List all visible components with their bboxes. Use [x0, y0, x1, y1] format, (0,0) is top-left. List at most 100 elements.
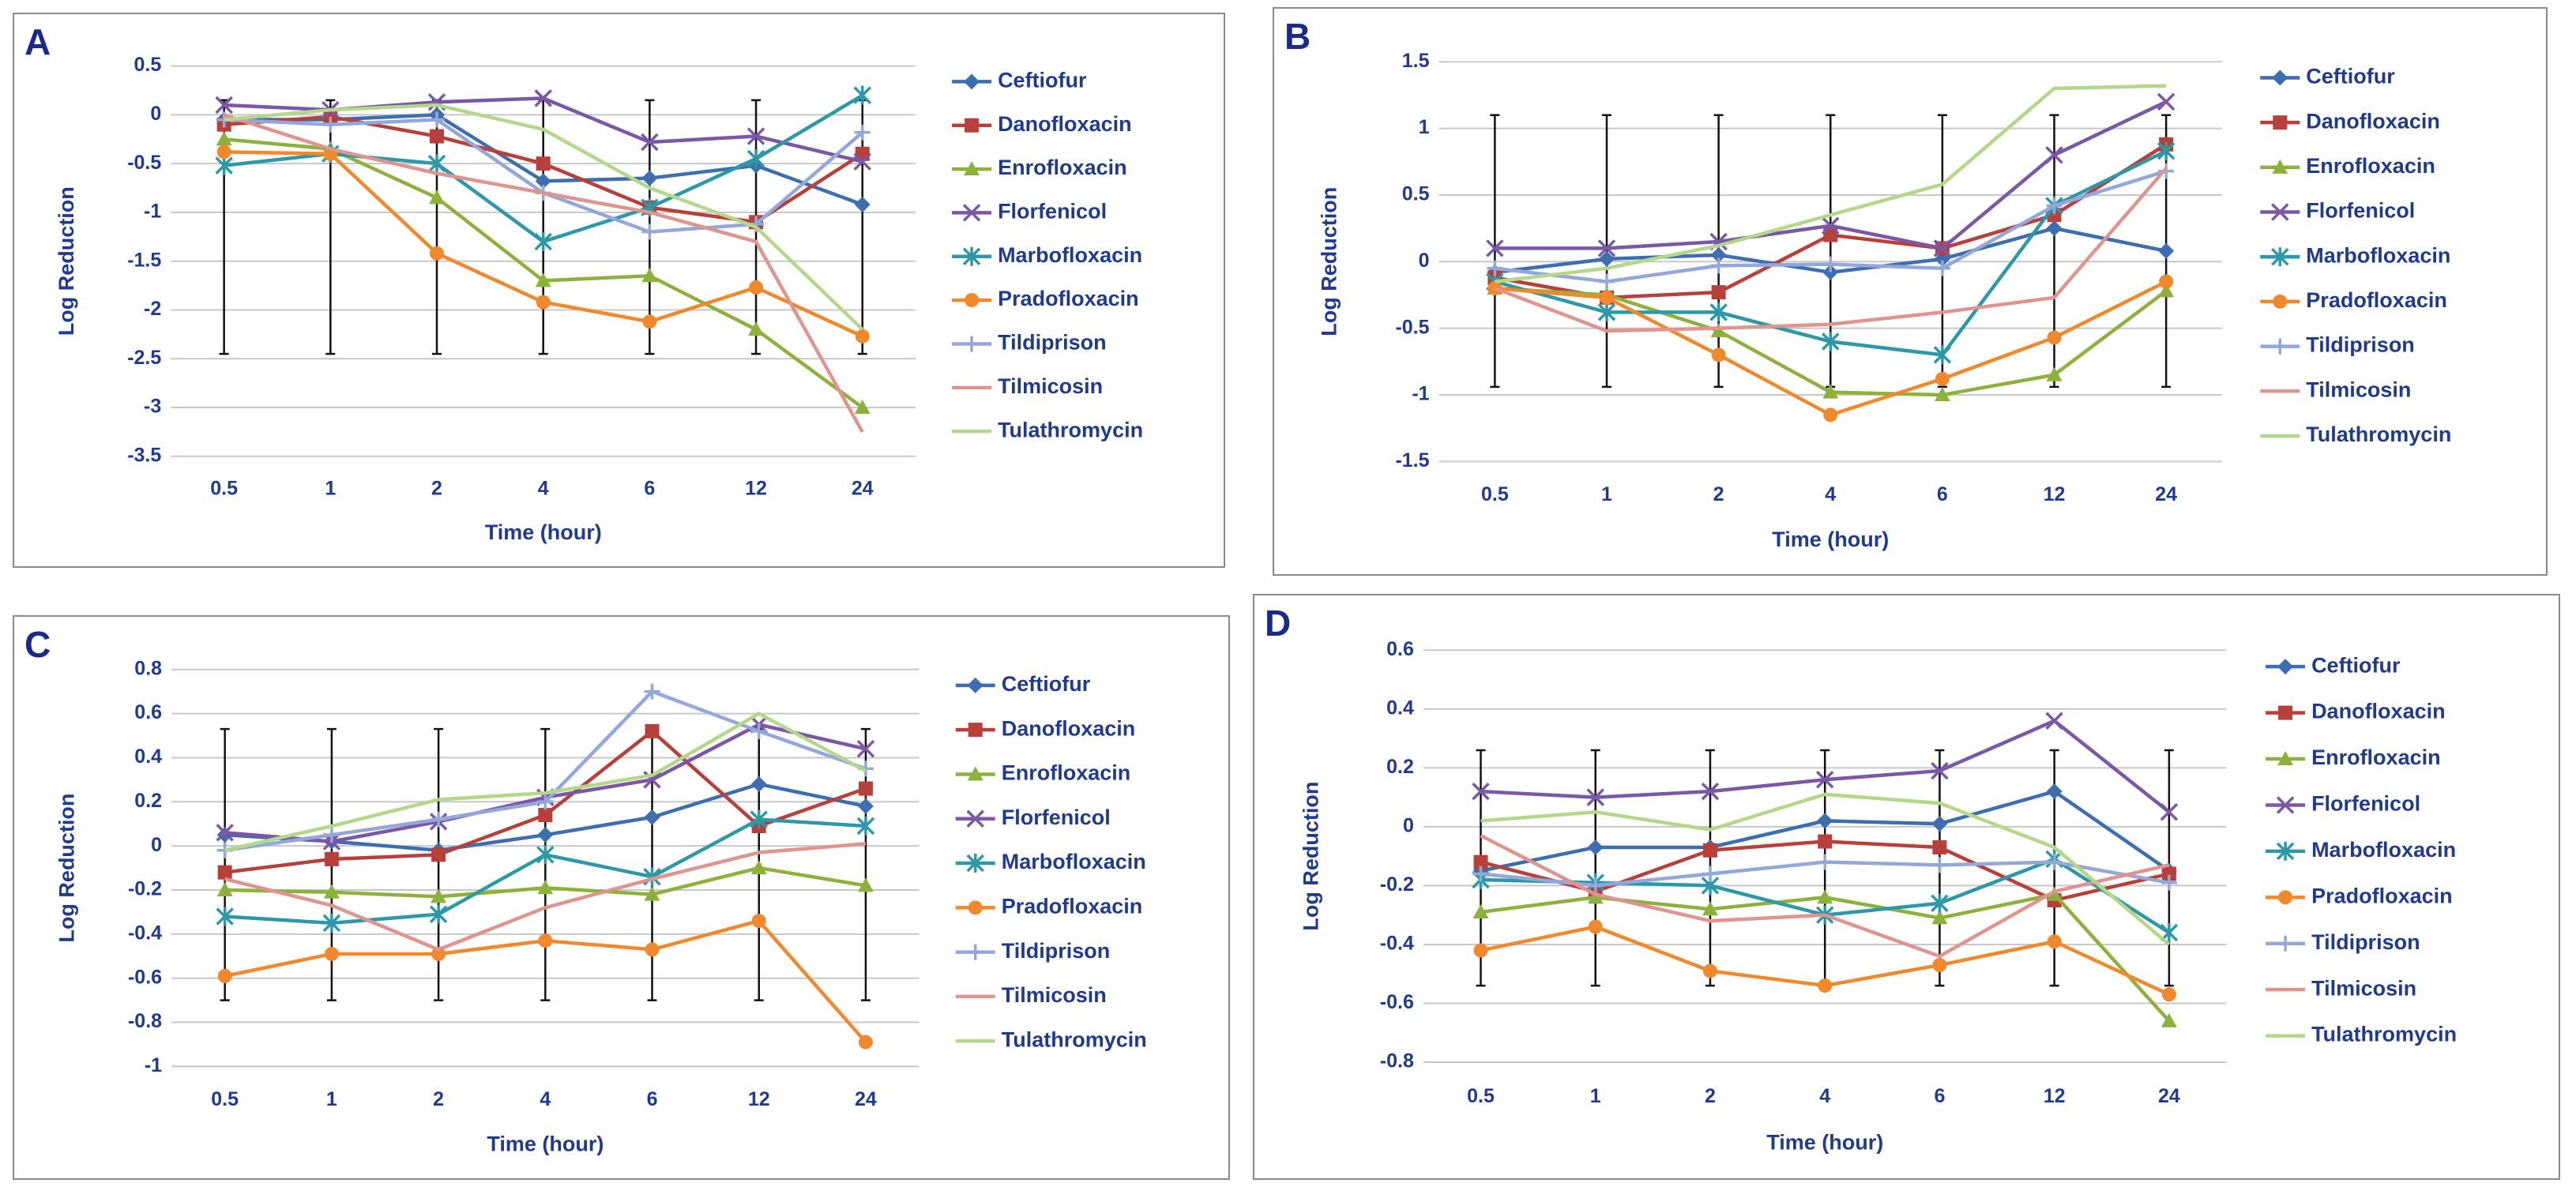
marker: [215, 96, 233, 115]
legend-label: Enrofloxacin: [2311, 745, 2441, 769]
marker: [2272, 338, 2288, 355]
marker: [857, 798, 874, 814]
marker: [854, 400, 871, 415]
y-tick-label: -1: [1412, 383, 1429, 405]
marker: [856, 740, 875, 758]
y-tick-label: 0.5: [1402, 183, 1430, 205]
marker: [1817, 854, 1833, 870]
series-line: [223, 113, 864, 434]
error-bar: [1490, 114, 1500, 389]
marker: [644, 809, 660, 825]
marker: [324, 851, 339, 866]
legend-label: Ceftiofur: [1002, 672, 1091, 696]
marker: [2273, 294, 2288, 309]
y-tick-label: 1: [1419, 116, 1430, 138]
legend-label: Tildiprison: [2306, 333, 2415, 357]
marker: [853, 85, 871, 105]
marker: [2276, 841, 2295, 861]
marker: [966, 809, 984, 828]
legend-label: Danofloxacin: [998, 112, 1132, 136]
marker: [2272, 69, 2288, 86]
y-tick-label: -0.8: [1380, 1050, 1414, 1072]
y-tick-label: 1.5: [1402, 50, 1430, 72]
marker: [749, 280, 764, 295]
marker: [641, 223, 658, 240]
x-tick-label: 6: [647, 1088, 658, 1110]
marker: [1598, 250, 1615, 267]
panel-frame: [1253, 594, 2560, 1180]
series-line: [224, 103, 864, 331]
marker: [431, 888, 447, 903]
marker: [965, 293, 980, 308]
marker: [2159, 274, 2174, 289]
y-tick-label: 0.5: [134, 54, 162, 76]
marker: [1597, 239, 1616, 257]
marker: [2161, 987, 2176, 1002]
marker: [1931, 910, 1948, 925]
marker: [2046, 854, 2063, 870]
legend-label: Marbofloxacin: [2311, 838, 2456, 862]
marker: [2277, 935, 2294, 952]
legend-label: Ceftiofur: [998, 68, 1087, 92]
y-tick-label: 0.4: [134, 745, 162, 768]
marker: [1599, 273, 1615, 290]
marker: [962, 204, 981, 222]
x-tick-label: 2: [1705, 1085, 1716, 1107]
legend-label: Danofloxacin: [2306, 109, 2440, 133]
marker: [2272, 159, 2288, 174]
x-tick-label: 12: [2044, 1085, 2066, 1107]
marker: [1473, 854, 1488, 869]
marker: [216, 145, 231, 160]
marker: [322, 913, 341, 933]
x-tick-label: 12: [745, 477, 767, 499]
legend-label: Florfenicol: [2306, 199, 2415, 223]
marker: [215, 156, 233, 175]
marker: [1586, 788, 1604, 806]
marker: [535, 272, 551, 287]
x-tick-label: 2: [1713, 483, 1724, 505]
y-tick-label: -0.4: [128, 922, 162, 944]
y-tick-label: -2.5: [127, 347, 161, 369]
marker: [645, 723, 660, 738]
marker: [430, 246, 445, 261]
x-tick-label: 0.5: [210, 477, 238, 499]
x-tick-label: 1: [1590, 1085, 1601, 1107]
legend-label: Pradofloxacin: [2306, 288, 2447, 312]
marker: [1818, 978, 1833, 993]
x-tick-label: 6: [644, 477, 655, 499]
x-tick-label: 24: [2158, 1085, 2180, 1107]
marker: [534, 89, 552, 107]
marker: [2046, 366, 2063, 381]
x-tick-label: 24: [855, 1088, 877, 1110]
x-tick-label: 1: [1601, 483, 1612, 505]
marker: [536, 845, 555, 865]
x-axis-title: Time (hour): [1766, 1131, 1883, 1155]
marker: [2158, 283, 2175, 298]
marker: [965, 118, 980, 133]
x-tick-label: 0.5: [211, 1088, 239, 1110]
y-axis-title: Log Reduction: [1299, 782, 1323, 931]
marker: [2045, 712, 2063, 730]
legend-label: Tulathromycin: [2306, 422, 2451, 446]
error-bar: [540, 727, 551, 1001]
marker: [2045, 146, 2063, 164]
marker: [644, 886, 660, 901]
marker: [746, 148, 765, 168]
marker: [1587, 839, 1604, 855]
marker: [2161, 866, 2176, 881]
series-line: [1494, 167, 2168, 333]
y-tick-label: -1.5: [1395, 449, 1429, 471]
marker: [1931, 893, 1949, 913]
marker: [534, 231, 552, 251]
marker: [431, 847, 446, 862]
marker: [854, 197, 871, 213]
x-tick-label: 12: [748, 1088, 770, 1110]
marker: [1823, 407, 1838, 422]
marker: [2046, 220, 2063, 237]
marker: [968, 900, 983, 915]
marker: [854, 124, 871, 141]
marker: [2157, 141, 2175, 161]
legend-label: Pradofloxacin: [2311, 884, 2453, 907]
